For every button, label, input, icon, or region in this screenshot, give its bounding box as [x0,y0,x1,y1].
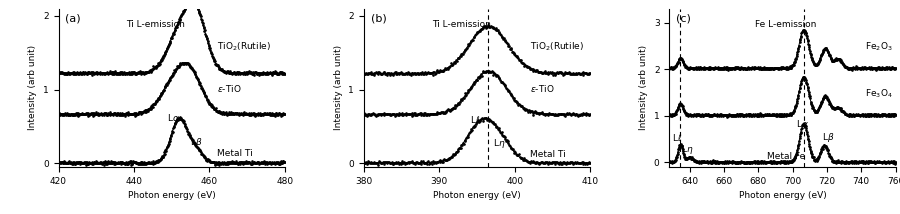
Text: L$\beta$: L$\beta$ [190,135,203,149]
Text: Fe L-emission: Fe L-emission [755,20,816,29]
Text: L$\ell$: L$\ell$ [471,114,481,125]
Text: Ti L-emission: Ti L-emission [432,20,491,29]
X-axis label: Photon energy (eV): Photon energy (eV) [739,191,826,200]
Text: (a): (a) [66,13,81,23]
Y-axis label: Intensity (arb unit): Intensity (arb unit) [334,45,343,130]
Text: L$\alpha$: L$\alpha$ [167,113,180,123]
Text: $\varepsilon$-TiO: $\varepsilon$-TiO [217,83,241,94]
X-axis label: Photon energy (eV): Photon energy (eV) [128,191,215,200]
Text: L$\beta$: L$\beta$ [822,131,834,144]
Text: Fe$_3$O$_4$: Fe$_3$O$_4$ [865,87,893,100]
Text: L$\eta$: L$\eta$ [493,137,506,150]
Y-axis label: Intensity (arb unit): Intensity (arb unit) [29,45,38,130]
Text: Metal Fe: Metal Fe [767,152,806,161]
Y-axis label: Intensity (arb unit): Intensity (arb unit) [639,45,648,130]
Text: Metal Ti: Metal Ti [530,150,565,159]
Text: (c): (c) [676,13,691,23]
Text: Metal Ti: Metal Ti [217,149,253,158]
Text: L$\ell$: L$\ell$ [672,132,682,143]
Text: Fe$_2$O$_3$: Fe$_2$O$_3$ [865,40,893,53]
Text: (b): (b) [371,13,386,23]
Text: TiO$_2$(Rutile): TiO$_2$(Rutile) [530,41,583,53]
Text: L$\alpha$: L$\alpha$ [796,118,808,129]
X-axis label: Photon energy (eV): Photon energy (eV) [433,191,521,200]
Text: L$\eta$: L$\eta$ [681,143,694,156]
Text: $\varepsilon$-TiO: $\varepsilon$-TiO [530,83,554,94]
Text: Ti L-emission: Ti L-emission [126,20,185,29]
Text: TiO$_2$(Rutile): TiO$_2$(Rutile) [217,41,271,53]
